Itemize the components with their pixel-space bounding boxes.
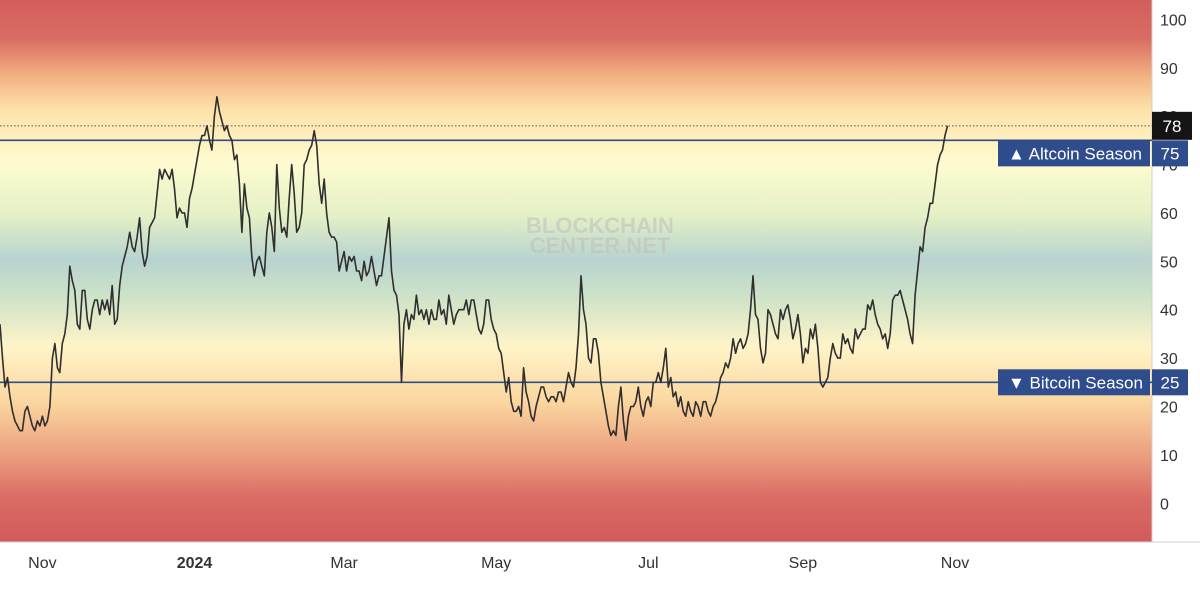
threshold-name-label: ▼ Bitcoin Season: [1008, 373, 1143, 392]
y-tick-label: 50: [1160, 254, 1178, 271]
current-value-label: 78: [1163, 117, 1182, 136]
y-axis: 0102030405060708090100: [1160, 12, 1187, 513]
threshold-value-label: 25: [1161, 373, 1180, 392]
threshold-name-tag: [998, 140, 1150, 167]
series-layer: [0, 96, 949, 442]
x-axis: Nov 2024 Mar May Jul Sep Nov: [28, 555, 969, 572]
threshold-name-tag: [998, 369, 1150, 396]
y-tick-label: 40: [1160, 303, 1178, 320]
threshold-value-label: 75: [1161, 144, 1180, 163]
threshold-value-tag: [1152, 369, 1188, 396]
y-tick-label: 60: [1160, 206, 1178, 223]
y-tick-label: 30: [1160, 351, 1178, 368]
x-tick-label: Sep: [789, 555, 818, 572]
x-tick-label: May: [481, 555, 511, 572]
watermark-line-2: CENTER.NET: [530, 233, 671, 258]
x-tick-label: 2024: [177, 555, 213, 572]
x-tick-label: Nov: [941, 555, 969, 572]
watermark-line-1: BLOCKCHAIN: [526, 213, 674, 238]
x-tick-label: Jul: [638, 555, 658, 572]
series-line: [0, 96, 949, 442]
y-tick-label: 100: [1160, 12, 1187, 29]
current-value-tag: [1152, 111, 1192, 140]
y-tick-label: 90: [1160, 61, 1178, 78]
x-tick-label: Nov: [28, 555, 56, 572]
plot-background: [0, 0, 1152, 542]
threshold-value-tag: [1152, 140, 1188, 167]
x-tick-label: Mar: [330, 555, 358, 572]
threshold-lines: [0, 125, 1152, 384]
y-tick-label: 0: [1160, 496, 1169, 513]
tags-layer: 78 ▲ Altcoin Season 75 ▼ Bitcoin Season 25: [998, 111, 1192, 396]
watermark: BLOCKCHAIN CENTER.NET: [526, 213, 674, 258]
threshold-name-label: ▲ Altcoin Season: [1008, 144, 1142, 163]
y-tick-label: 10: [1160, 448, 1178, 465]
y-tick-label: 20: [1160, 400, 1178, 417]
